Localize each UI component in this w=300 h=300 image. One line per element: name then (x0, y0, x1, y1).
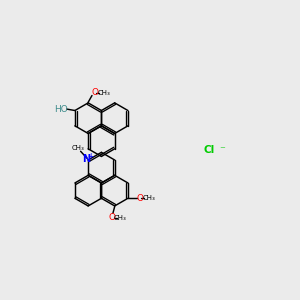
Text: HO: HO (55, 105, 68, 114)
Text: Cl: Cl (203, 145, 214, 155)
Text: CH₃: CH₃ (114, 215, 126, 221)
Text: N: N (82, 154, 90, 164)
Text: ⁻: ⁻ (219, 145, 225, 155)
Text: O: O (136, 194, 143, 203)
Text: +: + (87, 152, 94, 161)
Text: CH₃: CH₃ (98, 90, 110, 96)
Text: O: O (92, 88, 98, 97)
Text: CH₃: CH₃ (72, 145, 84, 151)
Text: O: O (108, 213, 115, 222)
Text: CH₃: CH₃ (142, 195, 155, 201)
